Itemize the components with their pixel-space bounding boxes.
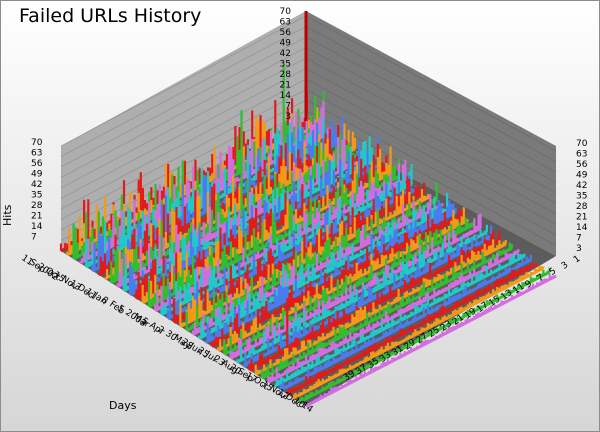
- z-tick-label: 70: [31, 138, 43, 148]
- grid-line: [305, 36, 557, 173]
- back-axis-tick-label: 14: [280, 91, 292, 101]
- z-tick-label: 7: [31, 233, 37, 243]
- right-axis-tick-label: 35: [576, 192, 587, 202]
- series-34: [267, 248, 520, 384]
- back-axis-tick-label: 49: [280, 39, 292, 49]
- series-axis-label: 1: [572, 254, 582, 265]
- z-tick-label: 42: [31, 180, 42, 190]
- series-baseline: [160, 183, 413, 316]
- series-30: [242, 225, 495, 368]
- right-axis-tick-label: 21: [576, 213, 587, 223]
- back-axis-tick-label: 35: [280, 60, 291, 70]
- series-axis-label: 5: [548, 266, 558, 277]
- series-baseline: [305, 274, 557, 408]
- series-38: [292, 266, 545, 400]
- y-axis-label: Hits: [1, 204, 14, 226]
- right-axis-tick-label: 42: [576, 181, 587, 191]
- back-axis-tick-label: 28: [280, 70, 292, 80]
- z-tick-label: 49: [31, 170, 43, 180]
- back-axis-tick-label: 7: [285, 102, 291, 112]
- series-baseline: [242, 234, 494, 368]
- grid-line: [305, 57, 557, 194]
- grid-line: [60, 47, 307, 178]
- back-wall-left: [61, 11, 306, 251]
- grid-line: [305, 47, 557, 183]
- date-axis-label: 5: [139, 316, 149, 327]
- series-36: [279, 254, 532, 392]
- grid-line: [305, 78, 557, 215]
- grid-line: [305, 26, 557, 162]
- series-40: [304, 273, 558, 408]
- right-axis-tick-label: 3: [576, 244, 582, 254]
- grid-line: [305, 89, 557, 225]
- grid-line: [60, 68, 307, 199]
- x-axis-label: Days: [109, 399, 137, 412]
- series-baseline: [286, 262, 538, 396]
- series-39: [298, 267, 551, 404]
- grid-line: [60, 89, 307, 220]
- back-wall-right: [306, 11, 556, 256]
- right-axis-tick-label: 63: [576, 150, 587, 160]
- grid-line: [305, 68, 557, 204]
- right-axis-tick-label: 14: [576, 223, 588, 233]
- series-37: [286, 262, 539, 396]
- back-axis-tick-label: 3: [285, 112, 291, 122]
- grid-line: [305, 15, 557, 152]
- series-baseline: [292, 266, 545, 400]
- back-axis-tick-label: 70: [280, 7, 292, 17]
- series-baseline: [267, 250, 519, 384]
- series-32: [254, 239, 507, 376]
- right-axis-tick-label: 7: [576, 234, 582, 244]
- z-tick-label: 35: [31, 191, 42, 201]
- grid-line: [60, 57, 307, 189]
- grid-line: [60, 36, 307, 168]
- back-axis-tick-label: 63: [280, 18, 291, 28]
- series-axis-label: 9: [524, 279, 535, 291]
- right-axis-tick-label: 56: [576, 160, 588, 170]
- chart-title: Failed URLs History: [19, 5, 202, 27]
- date-axis-label: 8: [99, 295, 110, 307]
- right-axis-tick-label: 70: [576, 139, 588, 149]
- series-baseline: [299, 270, 551, 404]
- date-axis-label: 5: [115, 304, 125, 315]
- series-axis-label: 7: [536, 273, 546, 284]
- z-tick-label: 21: [31, 212, 42, 222]
- grid-line: [60, 26, 307, 157]
- grid-line: [60, 78, 307, 210]
- series-baseline: [280, 258, 532, 392]
- back-axis-tick-label: 42: [280, 49, 291, 59]
- date-axis-label: 2: [155, 325, 165, 336]
- right-axis-tick-label: 49: [576, 171, 588, 181]
- series-baseline: [255, 242, 507, 376]
- right-axis-tick-label: 28: [576, 202, 588, 212]
- grid-line: [305, 99, 557, 236]
- back-axis-tick-label: 21: [280, 81, 291, 91]
- series-axis-label: 3: [560, 260, 570, 271]
- z-tick-label: 56: [31, 159, 43, 169]
- grid-line: [60, 15, 307, 147]
- z-tick-label: 63: [31, 149, 42, 159]
- z-tick-label: 28: [31, 201, 43, 211]
- z-tick-label: 14: [31, 222, 43, 232]
- back-axis-tick-label: 56: [280, 28, 292, 38]
- series-baseline: [141, 171, 394, 304]
